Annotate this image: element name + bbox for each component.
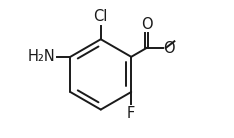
Text: H₂N: H₂N [28, 49, 55, 64]
Text: F: F [127, 106, 135, 120]
Text: O: O [141, 17, 152, 32]
Text: Cl: Cl [94, 9, 108, 24]
Text: O: O [163, 41, 175, 55]
